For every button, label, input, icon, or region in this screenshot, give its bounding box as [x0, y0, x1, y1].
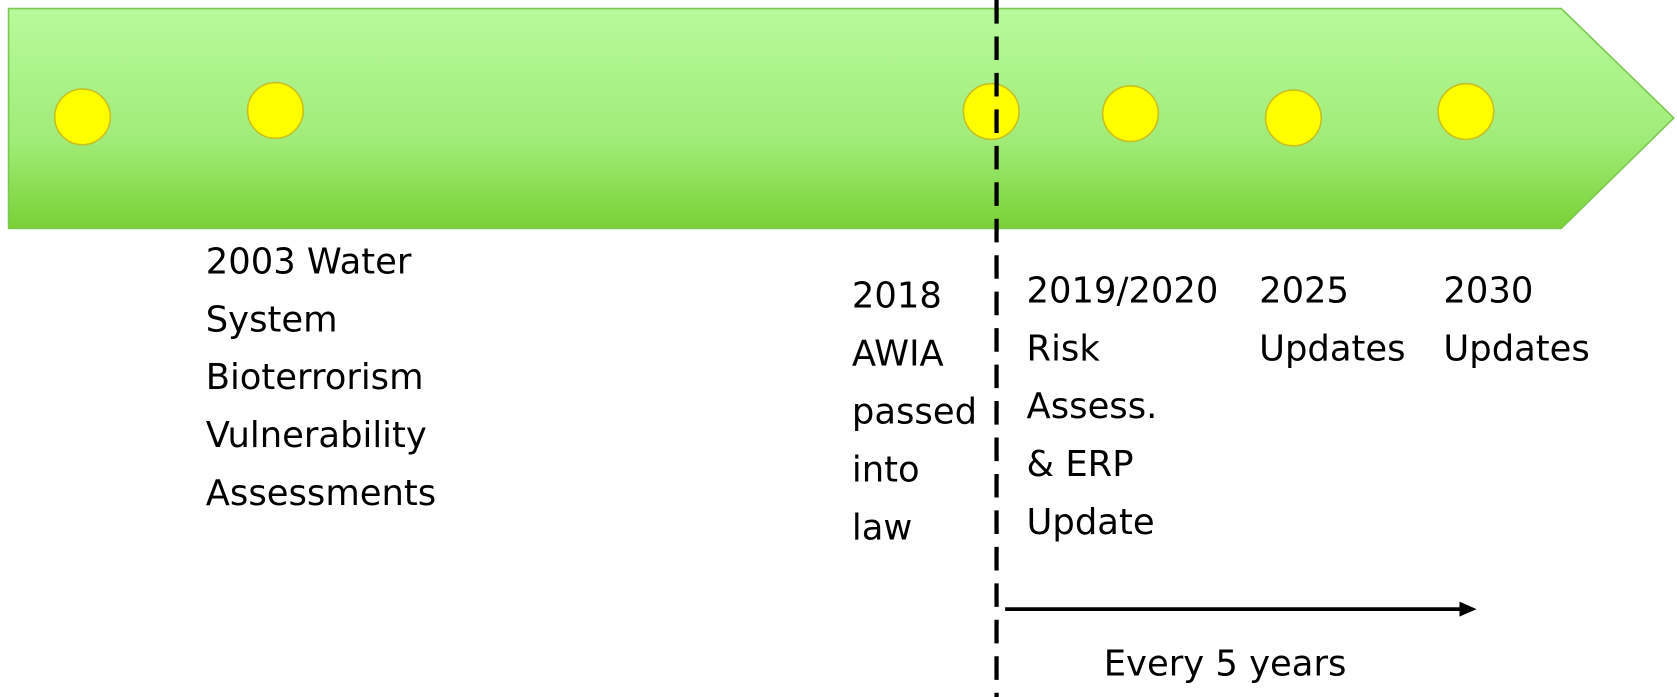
arrow-head: [1459, 601, 1477, 617]
event-label-line: 2018: [852, 276, 942, 317]
event-label-line: AWIA: [852, 334, 944, 375]
event-label-line: System: [206, 299, 338, 340]
event-label-line: Update: [1027, 502, 1155, 543]
event-label-line: Bioterrorism: [206, 357, 424, 398]
event-label-line: 2025: [1259, 270, 1349, 311]
milestone-dot: [246, 81, 305, 140]
note: Every 5 years: [1104, 644, 1347, 685]
timeline-banner: [7, 7, 1675, 230]
event-label-line: 2030: [1443, 270, 1533, 311]
milestone-dot: [1437, 82, 1495, 141]
event-label-line: Assessments: [206, 473, 436, 514]
milestone-dot: [1264, 89, 1323, 147]
event-label-line: law: [852, 507, 912, 548]
event-label-line: Updates: [1443, 328, 1589, 369]
event-label-line: & ERP: [1027, 444, 1134, 485]
event-label-line: passed: [852, 392, 977, 433]
event-label-line: 2003 Water: [206, 241, 412, 282]
milestone-dot: [962, 82, 1020, 141]
event-label-line: Risk: [1027, 328, 1101, 369]
milestone-dot: [53, 88, 112, 146]
milestone-dot: [1101, 84, 1160, 143]
event-label-line: into: [852, 449, 920, 490]
event-label-line: 2019/2020: [1027, 270, 1219, 311]
event-label-line: Assess.: [1027, 386, 1158, 427]
event-label-line: Vulnerability: [206, 415, 427, 456]
event-label-line: Updates: [1259, 328, 1405, 369]
